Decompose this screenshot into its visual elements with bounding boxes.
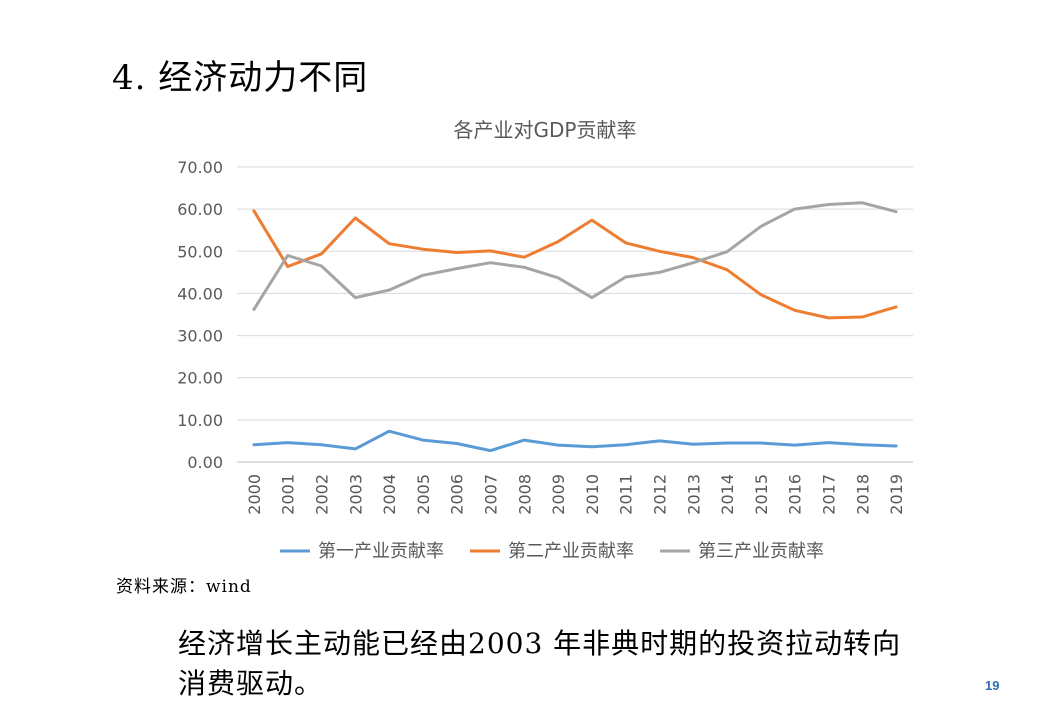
x-tick-label: 2002 <box>313 474 332 515</box>
source-note: 资料来源：wind <box>116 577 252 597</box>
y-tick-label: 50.00 <box>177 242 223 261</box>
x-tick-label: 2011 <box>617 474 636 515</box>
x-axis-ticks: 2000 2001 2002 2003 2004 2005 2006 2007 2008 2009… <box>245 474 906 515</box>
series-line-3 <box>252 201 898 311</box>
series-line-1 <box>252 429 898 453</box>
y-tick-label: 40.00 <box>177 284 223 303</box>
x-tick-label: 2001 <box>279 474 298 515</box>
legend-label-2: 第二产业贡献率 <box>508 541 634 562</box>
x-tick-label: 2006 <box>448 474 467 515</box>
y-tick-label: 10.00 <box>177 411 223 430</box>
page-number: 19 <box>985 678 1000 693</box>
chart-title: 各产业对GDP贡献率 <box>454 118 637 142</box>
legend-label-3: 第三产业贡献率 <box>698 541 824 562</box>
y-axis-ticks: 0.00 10.00 20.00 30.00 40.00 50.00 60.00 70.00 <box>177 158 223 472</box>
x-tick-label: 2017 <box>820 474 839 515</box>
x-tick-label: 2003 <box>346 474 365 515</box>
legend-label-1: 第一产业贡献率 <box>318 541 444 562</box>
x-tick-label: 2004 <box>380 474 399 515</box>
x-tick-label: 2000 <box>245 474 264 515</box>
x-tick-label: 2008 <box>515 474 534 515</box>
x-tick-label: 2018 <box>853 474 872 515</box>
x-tick-label: 2019 <box>887 474 906 515</box>
series-line-2 <box>252 209 898 320</box>
series-lines <box>252 201 898 453</box>
slide-title: 4. 经济动力不同 <box>112 58 369 98</box>
y-tick-label: 30.00 <box>177 327 223 346</box>
x-tick-label: 2013 <box>684 474 703 515</box>
y-tick-label: 20.00 <box>177 369 223 388</box>
x-tick-label: 2009 <box>549 474 568 515</box>
x-tick-label: 2005 <box>414 474 433 515</box>
x-tick-label: 2007 <box>482 474 501 515</box>
y-tick-label: 70.00 <box>177 158 223 177</box>
x-tick-label: 2012 <box>651 474 670 515</box>
conclusion-text: 经济增长主动能已经由2003 年非典时期的投资拉动转向消费驱动。 <box>178 627 902 700</box>
x-tick-label: 2016 <box>786 474 805 515</box>
y-tick-label: 60.00 <box>177 200 223 219</box>
x-tick-label: 2015 <box>752 474 771 515</box>
y-tick-label: 0.00 <box>187 453 223 472</box>
x-tick-label: 2010 <box>583 474 602 515</box>
legend: 第一产业贡献率 第二产业贡献率 第三产业贡献率 <box>280 541 824 562</box>
x-tick-label: 2014 <box>718 474 737 515</box>
